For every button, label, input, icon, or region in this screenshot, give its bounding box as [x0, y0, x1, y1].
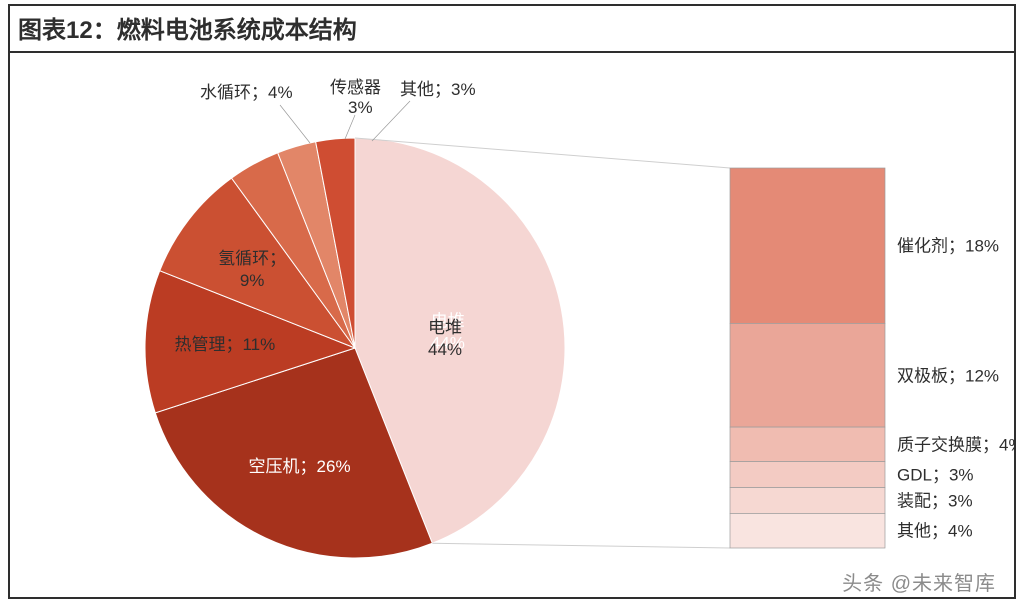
- pie-label2-氢循环: 9%: [240, 271, 265, 290]
- bar-label-双极板: 双极板；12%: [897, 366, 999, 385]
- pie-center-label: 电堆: [428, 318, 462, 337]
- pie-label-水循环: 水循环；4%: [200, 83, 293, 102]
- bar-label-GDL: GDL；3%: [897, 466, 974, 485]
- bar-segment-催化剂: [730, 168, 885, 323]
- bar-segment-其他: [730, 513, 885, 548]
- bar-label-装配: 装配；3%: [897, 492, 973, 511]
- bar-segment-双极板: [730, 323, 885, 427]
- bar-segment-GDL: [730, 462, 885, 488]
- pie-label-其他: 其他；3%: [400, 80, 476, 99]
- pie-label-传感器: 传感器: [330, 78, 381, 97]
- bar-label-质子交换膜: 质子交换膜；4%: [897, 435, 1014, 454]
- bar-label-其他: 其他；4%: [897, 522, 973, 541]
- pie-label-热管理: 热管理；11%: [174, 335, 275, 354]
- connector-bottom: [432, 543, 730, 548]
- leader-传感器: [345, 115, 355, 139]
- leader-水循环: [280, 105, 310, 143]
- pie-label2-传感器: 3%: [348, 98, 373, 117]
- leader-其他: [372, 101, 410, 141]
- pie-center-value: 44%: [428, 340, 462, 359]
- bar-segment-质子交换膜: [730, 427, 885, 462]
- pie-label-氢循环: 氢循环；: [218, 249, 286, 268]
- chart-frame: 图表12：燃料电池系统成本结构 催化剂；18% 双极板；12% 质子交换膜；4% GD…: [8, 4, 1016, 599]
- pie-label-空压机: 空压机；26%: [249, 457, 351, 476]
- bar-segment-装配: [730, 488, 885, 514]
- chart-svg: 催化剂；18% 双极板；12% 质子交换膜；4% GDL；3% 装配；3% 其他；4% 电堆…: [10, 53, 1014, 604]
- bar-label-催化剂: 催化剂；18%: [897, 237, 999, 256]
- chart-title: 图表12：燃料电池系统成本结构: [10, 6, 1014, 53]
- chart-area: 催化剂；18% 双极板；12% 质子交换膜；4% GDL；3% 装配；3% 其他；4% 电堆…: [10, 53, 1014, 602]
- watermark-text: 头条 @未来智库: [842, 567, 996, 596]
